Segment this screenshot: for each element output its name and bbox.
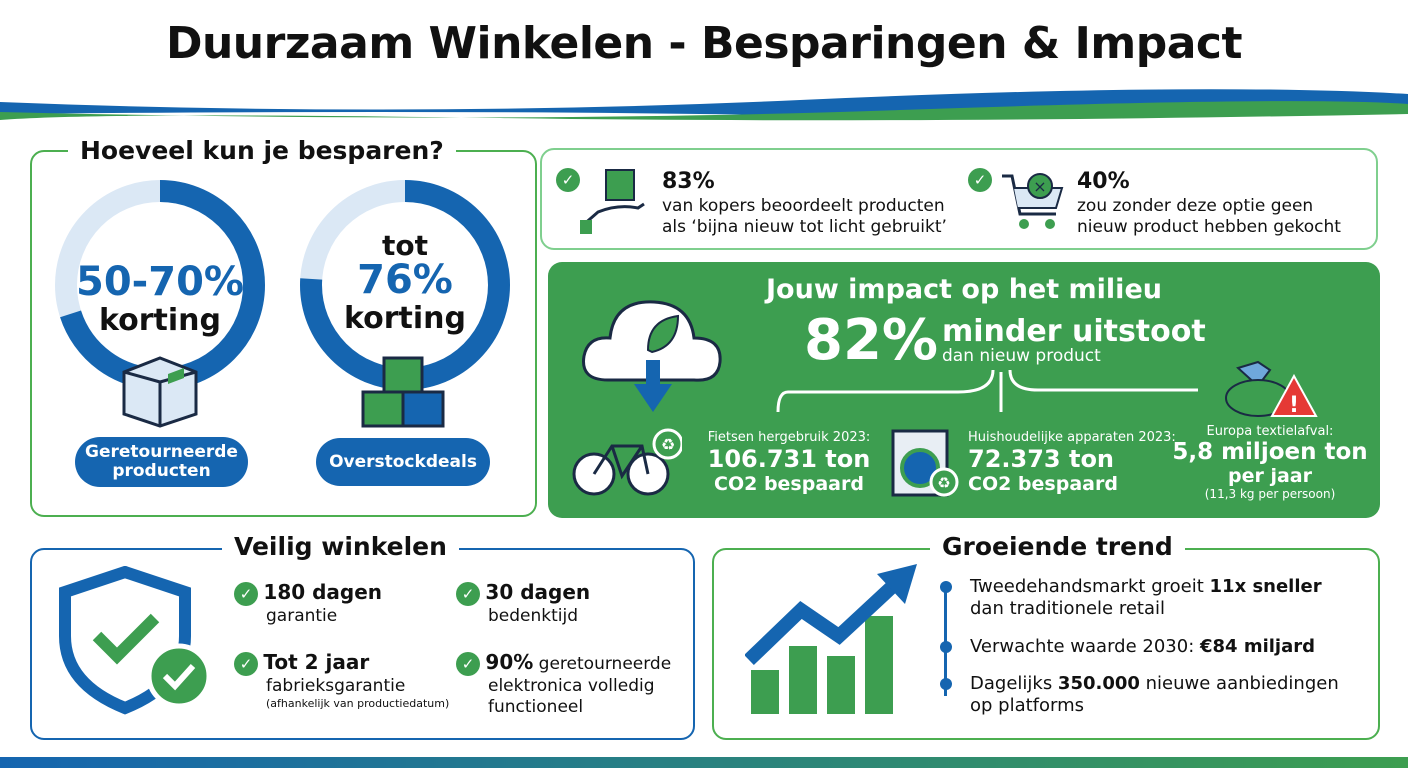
safe-heading: Veilig winkelen [222,532,459,561]
safe-item-2jaar: ✓ Tot 2 jaar fabrieksgarantie (afhankelijk… [234,650,449,711]
impact-heading: Jouw impact op het milieu [766,274,1162,305]
check-icon: ✓ [456,582,480,606]
svg-text:♻: ♻ [661,435,675,454]
ring2-label: korting [343,301,466,336]
impact-arrows [776,369,1198,413]
fact-83: 83% van kopers beoordeelt producten als ‘b… [662,169,947,237]
ring2-prefix: tot [381,229,428,262]
cart-x-icon: × [1002,173,1064,229]
trend-heading: Groeiende trend [930,532,1185,561]
stacked-boxes-icon [361,356,445,428]
returned-box-icon [122,356,198,428]
check-icon: ✓ [556,168,580,192]
impact-value: 82% [804,308,939,373]
bullet-icon [940,581,952,593]
trend-item-value: Verwachte waarde 2030: €84 miljard [970,636,1315,657]
svg-text:×: × [1033,177,1046,196]
impact-item-bikes: Fietsen hergebruik 2023: 106.731 ton CO2 b… [707,430,871,495]
fact-40: 40% zou zonder deze optie geen nieuw produ… [1077,169,1341,237]
bullet-icon [940,678,952,690]
ring1-label: korting [98,303,221,338]
check-icon: ✓ [456,652,480,676]
impact-label: minder uitstoot [942,314,1206,349]
savings-heading: Hoeveel kun je besparen? [68,136,456,165]
trend-item-growth: Tweedehandsmarkt groeit 11x sneller dan t… [970,576,1322,619]
returned-products-pill[interactable]: Geretourneerde producten [75,437,248,487]
check-icon: ✓ [968,168,992,192]
bullet-icon [940,641,952,653]
facts-panel [540,148,1378,250]
ring2-value: 76% [357,257,453,303]
safe-item-90: ✓ 90% geretourneerde elektronica volledig… [456,650,671,719]
impact-sub: dan nieuw product [942,346,1101,366]
impact-item-appliances: Huishoudelijke apparaten 2023: 72.373 ton… [968,430,1176,495]
safe-item-30: ✓ 30 dagen bedenktijd [456,580,590,627]
hand-box-icon [580,169,645,234]
trend-item-daily: Dagelijks 350.000 nieuwe aanbiedingen op … [970,673,1339,716]
bicycle-recycle-icon: ♻ [572,428,682,496]
growth-chart-icon [745,564,917,714]
shield-check-icon [59,566,212,715]
textile-waste-warning-icon: ! [1225,360,1318,418]
safe-item-180: ✓ 180 dagen garantie [234,580,382,627]
ring1-value: 50-70% [75,259,244,305]
impact-panel: Jouw impact op het milieu 82% minder uit… [548,262,1380,518]
footer-band [0,757,1408,768]
washing-machine-icon: ♻ [891,429,959,497]
check-icon: ✓ [234,582,258,606]
check-icon: ✓ [234,652,258,676]
page-title: Duurzaam Winkelen - Besparingen & Impact [165,18,1243,69]
impact-item-textile: Europa textielafval: 5,8 miljoen ton per j… [1172,424,1368,501]
svg-text:!: ! [1289,393,1299,418]
cloud-leaf-icon [582,300,722,412]
overstock-deals-pill[interactable]: Overstockdeals [316,438,490,486]
wave-banner [0,89,1408,121]
svg-text:♻: ♻ [937,474,950,492]
